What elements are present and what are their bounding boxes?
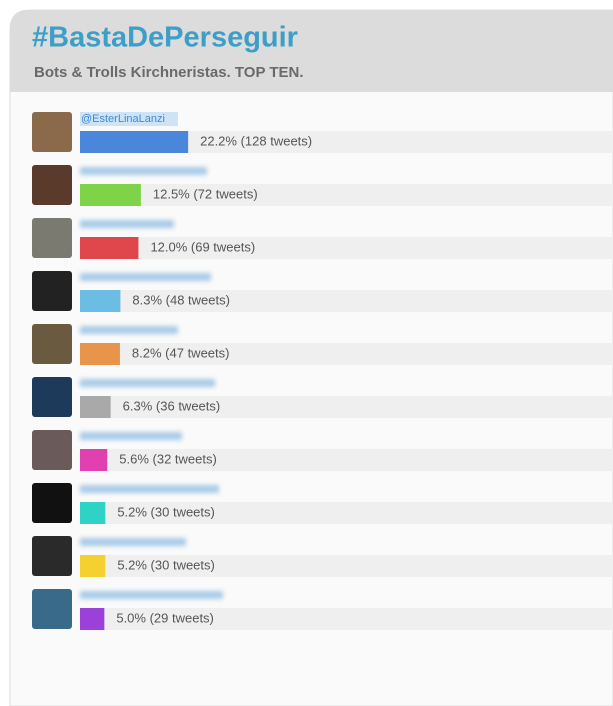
value-label: 5.0% (29 tweets)	[116, 610, 214, 625]
bar	[80, 396, 111, 418]
avatar	[32, 218, 72, 258]
bar-track	[80, 449, 613, 471]
blurred-name	[80, 220, 174, 228]
value-label: 8.3% (48 tweets)	[132, 292, 230, 307]
avatar	[32, 430, 72, 470]
value-label: 5.2% (30 tweets)	[117, 557, 215, 572]
blurred-name	[80, 485, 219, 493]
avatar	[32, 112, 72, 152]
avatar	[32, 483, 72, 523]
bar-track	[80, 396, 613, 418]
bar	[80, 502, 106, 524]
bar	[80, 131, 189, 153]
header	[10, 10, 613, 92]
avatar	[32, 589, 72, 629]
bar-track	[80, 184, 613, 206]
value-label: 8.2% (47 tweets)	[132, 345, 230, 360]
value-label: 5.6% (32 tweets)	[119, 451, 217, 466]
bar-track	[80, 608, 613, 630]
avatar	[32, 324, 72, 364]
bar	[80, 555, 106, 577]
bar-track	[80, 131, 613, 153]
bar	[80, 608, 105, 630]
bar	[80, 184, 141, 206]
bar	[80, 449, 108, 471]
avatar	[32, 536, 72, 576]
avatar	[32, 377, 72, 417]
blurred-name	[80, 432, 182, 440]
bar-track	[80, 555, 613, 577]
blurred-name	[80, 326, 178, 334]
value-label: 12.5% (72 tweets)	[153, 186, 258, 201]
user-name: @EsterLinaLanzi	[81, 113, 165, 125]
avatar	[32, 271, 72, 311]
bar-track	[80, 502, 613, 524]
blurred-name	[80, 379, 215, 387]
blurred-name	[80, 591, 223, 599]
bar-track	[80, 237, 613, 259]
rows: @EsterLinaLanzi 22.2% (128 tweets) 12.5% (…	[32, 112, 613, 630]
bar	[80, 343, 120, 365]
blurred-name	[80, 538, 186, 546]
title: #BastaDePerseguir	[32, 22, 298, 54]
bar	[80, 237, 139, 259]
bar	[80, 290, 121, 312]
name-highlight	[80, 112, 178, 126]
subtitle: Bots & Trolls Kirchneristas. TOP TEN.	[34, 64, 304, 81]
value-label: 22.2% (128 tweets)	[200, 133, 312, 148]
value-label: 5.2% (30 tweets)	[117, 504, 215, 519]
bar-track	[80, 290, 613, 312]
blurred-name	[80, 273, 211, 281]
bar-track	[80, 343, 613, 365]
value-label: 12.0% (69 tweets)	[150, 239, 255, 254]
avatar	[32, 165, 72, 205]
blurred-name	[80, 167, 207, 175]
value-label: 6.3% (36 tweets)	[123, 398, 221, 413]
